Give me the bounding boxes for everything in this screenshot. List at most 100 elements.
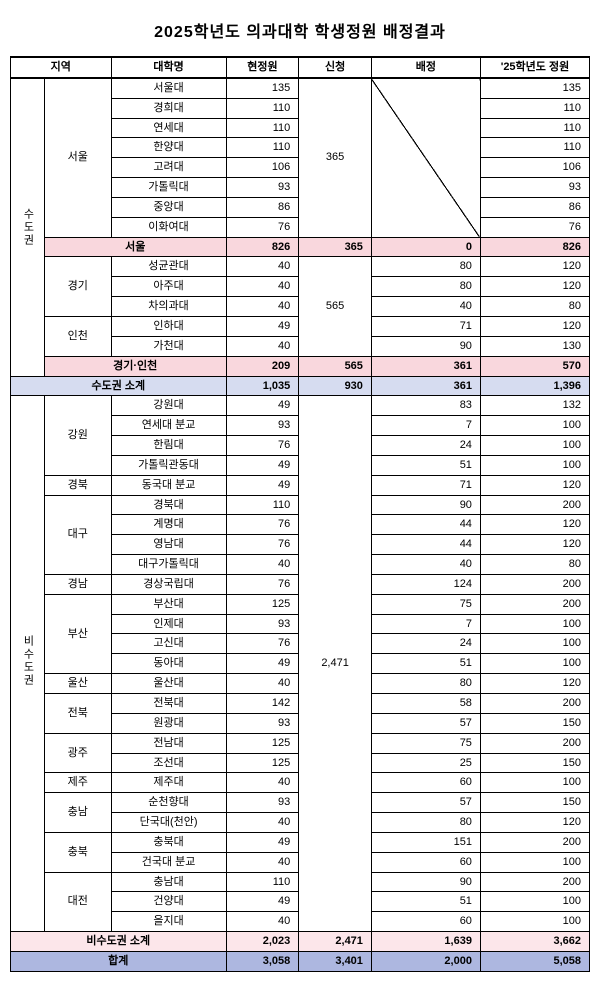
subtotal-row: 비수도권 소계2,0232,4711,6393,662 xyxy=(11,932,590,952)
cell: 826 xyxy=(226,237,299,257)
cell: 125 xyxy=(226,753,299,773)
cell: 76 xyxy=(226,436,299,456)
cell: 충북 xyxy=(44,832,111,872)
cell: 40 xyxy=(226,297,299,317)
cell: 전남대 xyxy=(111,733,226,753)
cell: 44 xyxy=(371,515,480,535)
cell: 826 xyxy=(480,237,589,257)
subtotal-row: 수도권 소계1,0359303611,396 xyxy=(11,376,590,396)
cell: 365 xyxy=(299,78,372,237)
cell: 86 xyxy=(226,197,299,217)
cell: 고려대 xyxy=(111,158,226,178)
cell: 2,471 xyxy=(299,932,372,952)
cell: 100 xyxy=(480,654,589,674)
cell: 대구 xyxy=(44,495,111,574)
cell: 40 xyxy=(226,336,299,356)
cell: 수도권 소계 xyxy=(11,376,227,396)
cell: 49 xyxy=(226,475,299,495)
cell: 80 xyxy=(371,674,480,694)
cell: 3,662 xyxy=(480,932,589,952)
cell: 365 xyxy=(299,237,372,257)
cell: 150 xyxy=(480,713,589,733)
cell: 49 xyxy=(226,316,299,336)
cell: 76 xyxy=(226,535,299,555)
cell: 단국대(천안) xyxy=(111,813,226,833)
cell: 110 xyxy=(480,98,589,118)
cell: 동국대 분교 xyxy=(111,475,226,495)
cell: 100 xyxy=(480,852,589,872)
cell: 연세대 xyxy=(111,118,226,138)
cell: 비수도권 소계 xyxy=(11,932,227,952)
cell: 80 xyxy=(371,813,480,833)
cell: 1,035 xyxy=(226,376,299,396)
cell: 120 xyxy=(480,674,589,694)
cell: 110 xyxy=(480,118,589,138)
cell: 중앙대 xyxy=(111,197,226,217)
cell: 충남대 xyxy=(111,872,226,892)
cell: 서울 xyxy=(44,237,226,257)
cell: 경남 xyxy=(44,574,111,594)
cell: 강원대 xyxy=(111,396,226,416)
cell: 100 xyxy=(480,773,589,793)
cell: 90 xyxy=(371,872,480,892)
cell: 93 xyxy=(226,793,299,813)
cell: 110 xyxy=(226,98,299,118)
cell: 인제대 xyxy=(111,614,226,634)
cell: 120 xyxy=(480,515,589,535)
cell: 80 xyxy=(480,555,589,575)
cell: 51 xyxy=(371,455,480,475)
subtotal-row: 경기·인천209565361570 xyxy=(11,356,590,376)
cell: 40 xyxy=(226,773,299,793)
cell: 120 xyxy=(480,813,589,833)
cell: 40 xyxy=(226,813,299,833)
table-row: 경기성균관대4056580120 xyxy=(11,257,590,277)
cell: 강원 xyxy=(44,396,111,475)
cell: 200 xyxy=(480,872,589,892)
cell: 3,401 xyxy=(299,951,372,971)
cell: 건국대 분교 xyxy=(111,852,226,872)
cell: 51 xyxy=(371,654,480,674)
cell: 49 xyxy=(226,455,299,475)
cell: 서울 xyxy=(44,78,111,237)
cell: 80 xyxy=(371,277,480,297)
cell: 60 xyxy=(371,912,480,932)
cell: 7 xyxy=(371,614,480,634)
cell: 경기·인천 xyxy=(44,356,226,376)
cell: 충북대 xyxy=(111,832,226,852)
cell: 24 xyxy=(371,436,480,456)
cell: 60 xyxy=(371,852,480,872)
cell xyxy=(371,78,480,237)
cell: 경희대 xyxy=(111,98,226,118)
cell: 100 xyxy=(480,436,589,456)
cell: 120 xyxy=(480,277,589,297)
cell: 울산대 xyxy=(111,674,226,694)
cell: 대전 xyxy=(44,872,111,932)
cell: 49 xyxy=(226,654,299,674)
cell: 전북대 xyxy=(111,694,226,714)
cell: 고신대 xyxy=(111,634,226,654)
col-region: 지역 xyxy=(11,57,112,78)
cell: 86 xyxy=(480,197,589,217)
cell: 을지대 xyxy=(111,912,226,932)
cell: 1,639 xyxy=(371,932,480,952)
cell: 106 xyxy=(480,158,589,178)
cell: 서울대 xyxy=(111,78,226,98)
cell: 93 xyxy=(226,178,299,198)
cell: 계명대 xyxy=(111,515,226,535)
cell: 132 xyxy=(480,396,589,416)
col-current: 현정원 xyxy=(226,57,299,78)
cell: 100 xyxy=(480,892,589,912)
cell: 71 xyxy=(371,475,480,495)
cell: 25 xyxy=(371,753,480,773)
cell: 142 xyxy=(226,694,299,714)
table-row: 비수도권강원강원대492,47183132 xyxy=(11,396,590,416)
cell: 200 xyxy=(480,694,589,714)
cell: 24 xyxy=(371,634,480,654)
col-request: 신청 xyxy=(299,57,372,78)
cell: 2,023 xyxy=(226,932,299,952)
cell: 51 xyxy=(371,892,480,912)
cell: 100 xyxy=(480,912,589,932)
cell: 충남 xyxy=(44,793,111,833)
cell: 44 xyxy=(371,535,480,555)
cell: 209 xyxy=(226,356,299,376)
